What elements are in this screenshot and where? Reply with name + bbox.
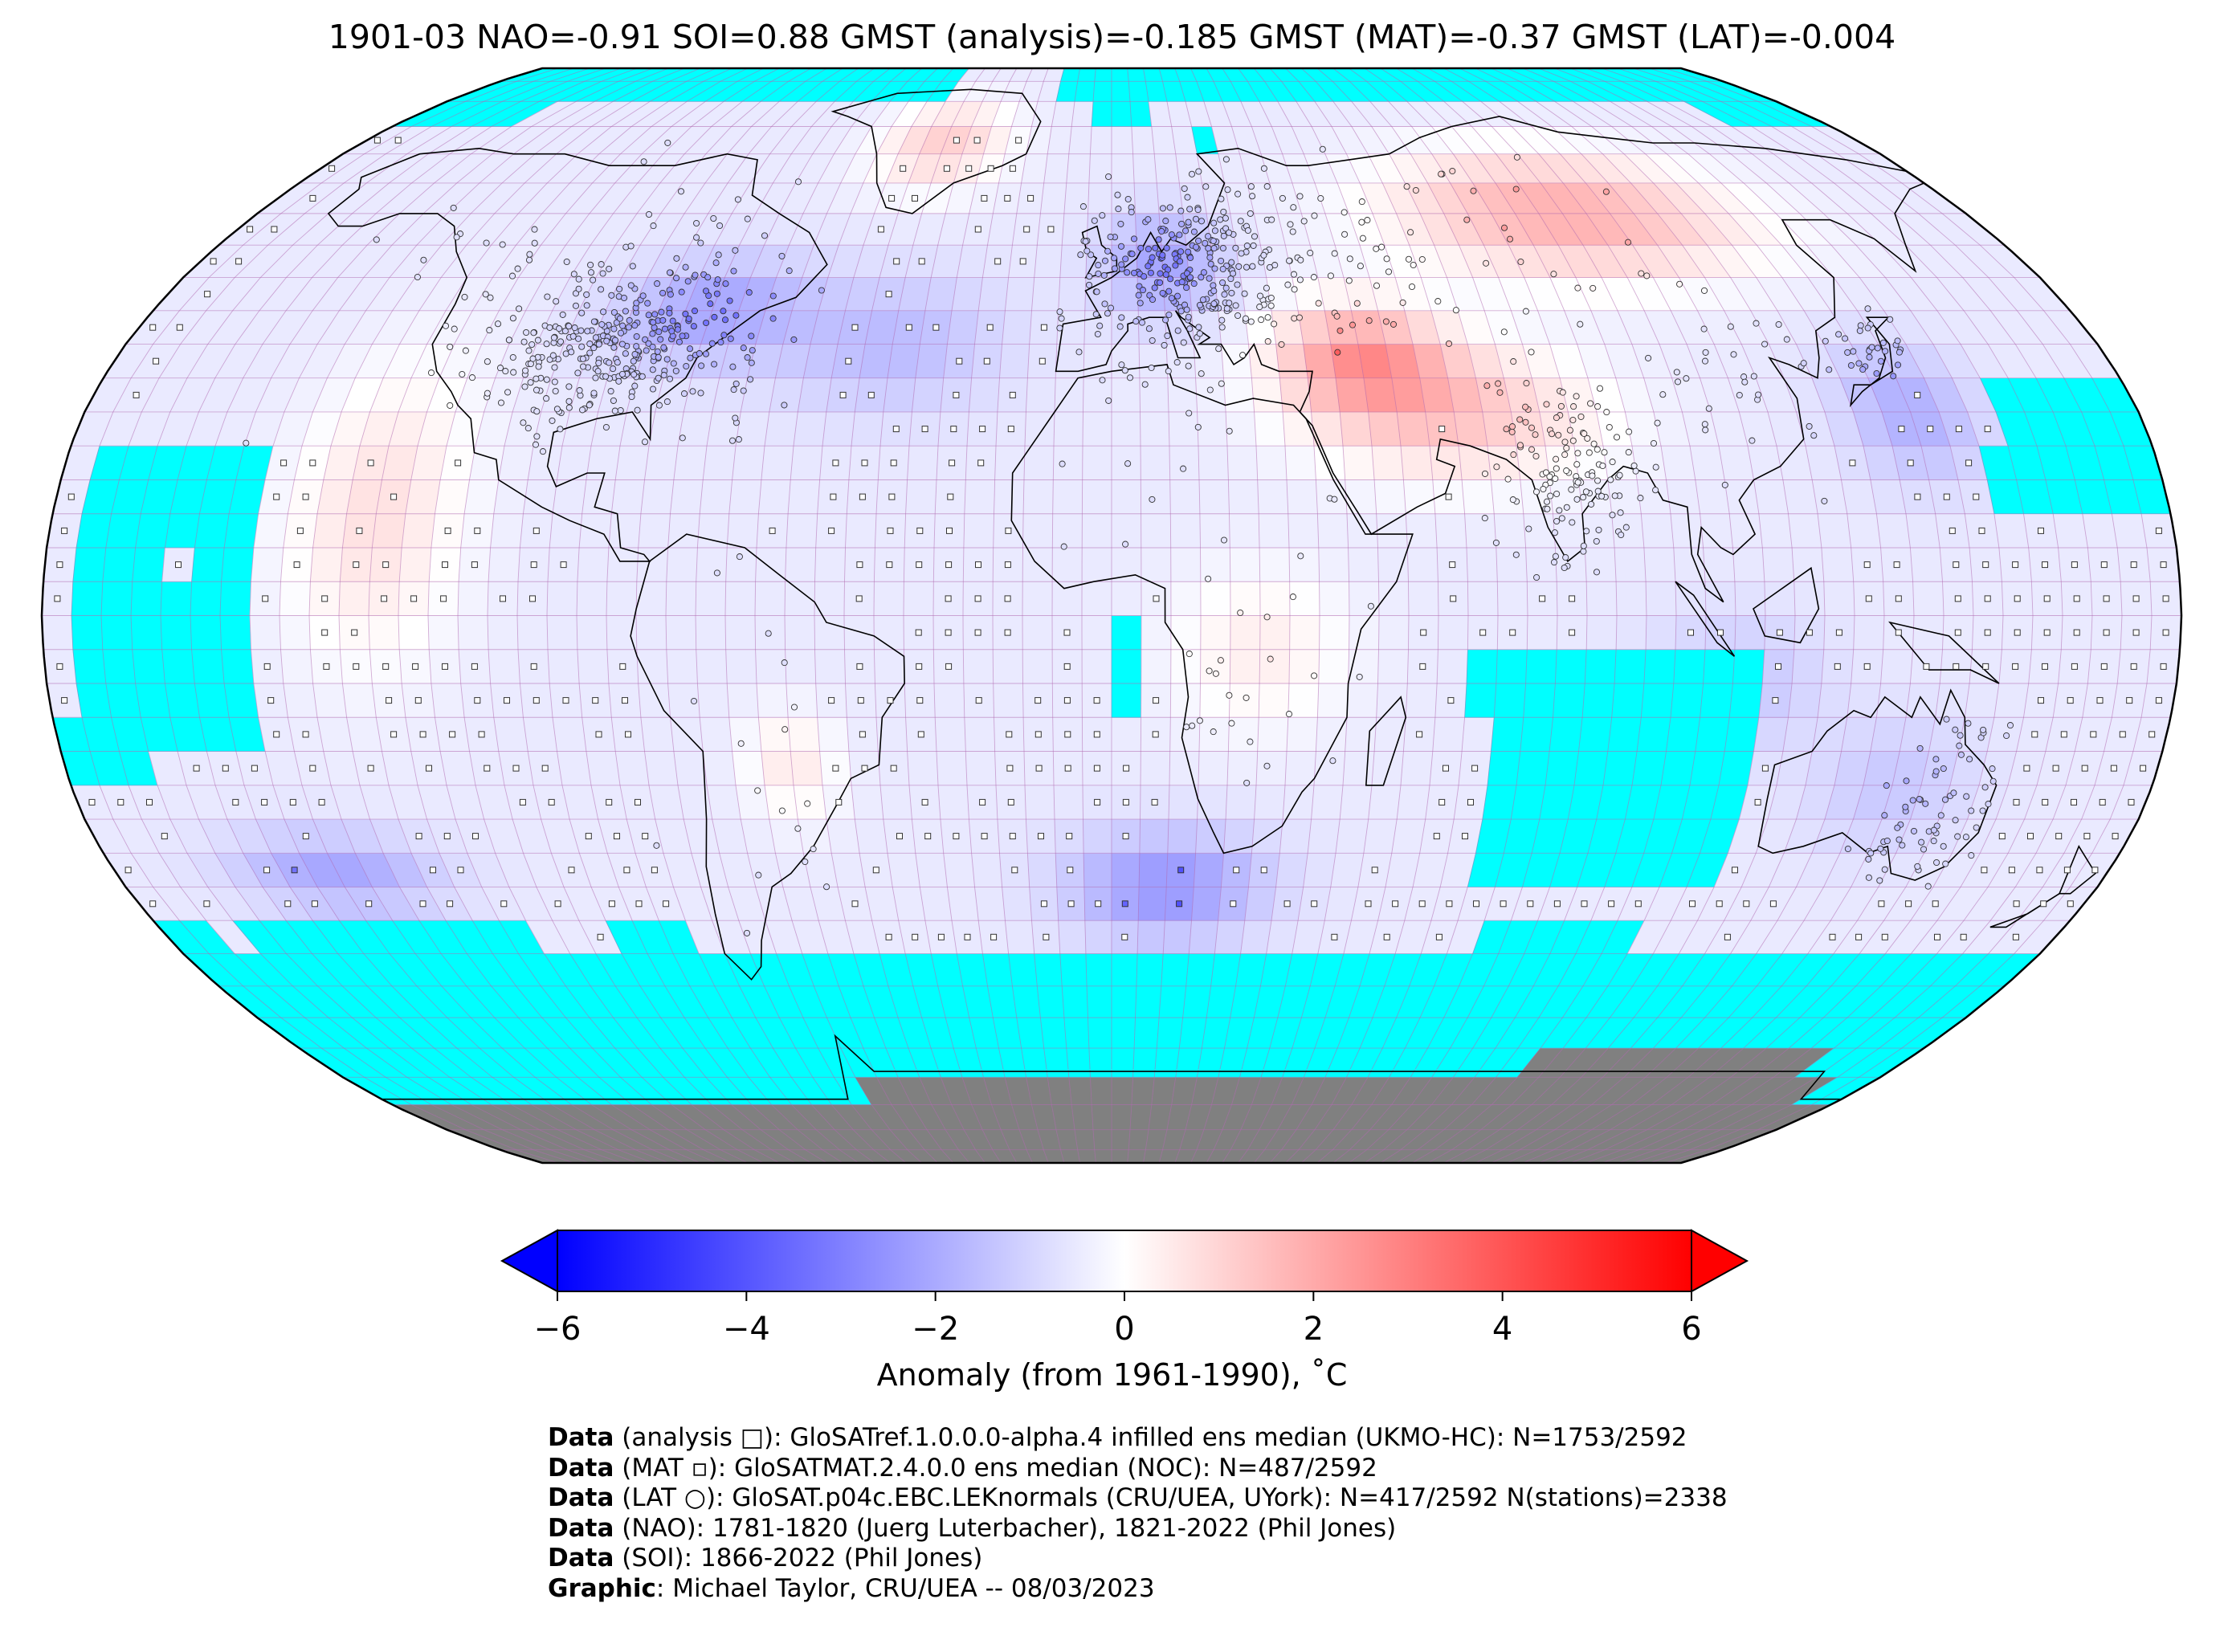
colorbar-tick-label: −4 xyxy=(722,1311,770,1348)
colorbar-tick-label: 0 xyxy=(1114,1311,1135,1348)
colorbar-max-extend xyxy=(1691,1229,1749,1293)
colorbar-ticks xyxy=(557,1291,1692,1301)
credit-line-analysis: Data (analysis □): GloSATref.1.0.0.0-alp… xyxy=(548,1423,1687,1452)
map-title: 1901-03 NAO=-0.91 SOI=0.88 GMST (analysi… xyxy=(328,18,1896,56)
colorbar-tick-label: 6 xyxy=(1681,1311,1702,1348)
colorbar-label: Anomaly (from 1961-1990), ˚C xyxy=(876,1357,1348,1393)
colorbar-tick-label: 4 xyxy=(1492,1311,1513,1348)
colorbar-tick-label: −2 xyxy=(912,1311,960,1348)
credit-line-mat: Data (MAT ▫): GloSATMAT.2.4.0.0 ens medi… xyxy=(548,1453,1377,1483)
colorbar xyxy=(500,1229,1749,1301)
colorbar-tick-label: 2 xyxy=(1303,1311,1324,1348)
colorbar-body xyxy=(557,1230,1692,1292)
colorbar-min-extend xyxy=(500,1229,558,1293)
credit-line-graphic: Graphic: Michael Taylor, CRU/UEA -- 08/0… xyxy=(548,1573,1155,1603)
credit-line-nao: Data (NAO): 1781-1820 (Juerg Luterbacher… xyxy=(548,1513,1397,1543)
credit-line-soi: Data (SOI): 1866-2022 (Phil Jones) xyxy=(548,1544,983,1572)
world-anomaly-map xyxy=(40,67,2183,1165)
credit-line-lat: Data (LAT ○): GloSAT.p04c.EBC.LEKnormals… xyxy=(548,1483,1728,1512)
credits: Data (analysis □): GloSATref.1.0.0.0-alp… xyxy=(548,1423,1728,1604)
colorbar-tick-label: −6 xyxy=(533,1311,582,1348)
